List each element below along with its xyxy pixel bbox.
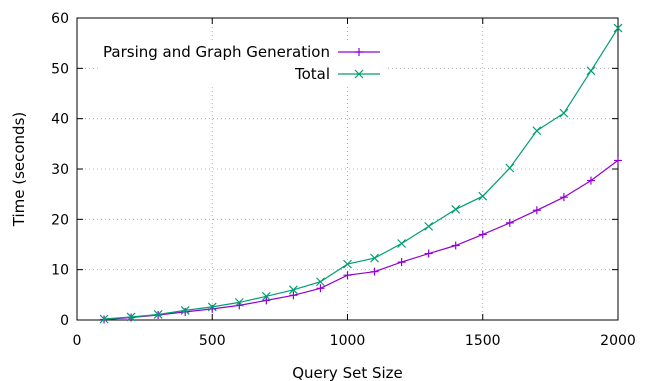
data-point: [505, 163, 515, 173]
data-point: [532, 206, 541, 215]
data-point: [370, 267, 379, 276]
data-point: [424, 249, 433, 258]
legend: Parsing and Graph Generation Total: [103, 43, 380, 83]
data-point: [343, 259, 352, 269]
data-point: [289, 291, 298, 300]
data-point: [586, 176, 595, 185]
data-point: [181, 307, 190, 316]
legend-label: Parsing and Graph Generation: [103, 43, 330, 61]
x-axis-label: Query Set Size: [292, 364, 403, 381]
series-group: [99, 23, 623, 324]
y-tick-label: 10: [51, 263, 69, 279]
data-point: [261, 291, 271, 301]
data-point: [505, 218, 514, 227]
data-point: [126, 312, 136, 322]
data-point: [207, 302, 217, 312]
data-point: [586, 66, 596, 76]
y-tick-label: 30: [51, 162, 69, 178]
data-point: [316, 284, 325, 293]
data-point: [559, 108, 569, 118]
legend-marker: [354, 69, 364, 79]
data-point: [370, 253, 379, 263]
y-tick-label: 60: [51, 11, 69, 27]
data-point: [613, 23, 623, 33]
data-point: [288, 285, 298, 295]
grid: [77, 18, 618, 320]
data-point: [451, 241, 460, 250]
data-point: [180, 306, 190, 315]
series-1: [100, 156, 622, 324]
series-line: [103, 27, 619, 320]
data-point: [559, 193, 568, 202]
data-point: [397, 258, 406, 267]
legend-marker: [355, 48, 363, 56]
x-tick-label: 2000: [600, 333, 636, 349]
data-point: [262, 296, 271, 305]
data-point: [424, 221, 434, 231]
data-point: [478, 230, 487, 239]
data-point: [478, 191, 488, 201]
y-tick-label: 0: [60, 313, 69, 329]
data-point: [397, 239, 407, 248]
y-axis-label: Time (seconds): [10, 112, 28, 228]
series-2: [99, 23, 623, 324]
data-point: [153, 310, 163, 319]
data-point: [316, 277, 325, 287]
data-point: [234, 297, 244, 307]
x-tick-label: 500: [199, 333, 226, 349]
data-point: [451, 204, 461, 214]
axis-ticks: 0 10 20 30 40 50 60 0 500 1000 1500 2000: [51, 11, 636, 349]
x-tick-label: 1000: [330, 333, 366, 349]
data-point: [614, 156, 622, 165]
y-tick-label: 40: [51, 112, 69, 128]
data-point: [532, 126, 542, 136]
y-tick-label: 50: [51, 61, 69, 77]
data-point: [99, 314, 109, 324]
x-tick-label: 0: [73, 333, 82, 349]
legend-label: Total: [294, 65, 330, 83]
data-point: [343, 271, 352, 280]
x-tick-label: 1500: [465, 333, 501, 349]
y-tick-label: 20: [51, 212, 69, 228]
series-line: [103, 159, 619, 321]
